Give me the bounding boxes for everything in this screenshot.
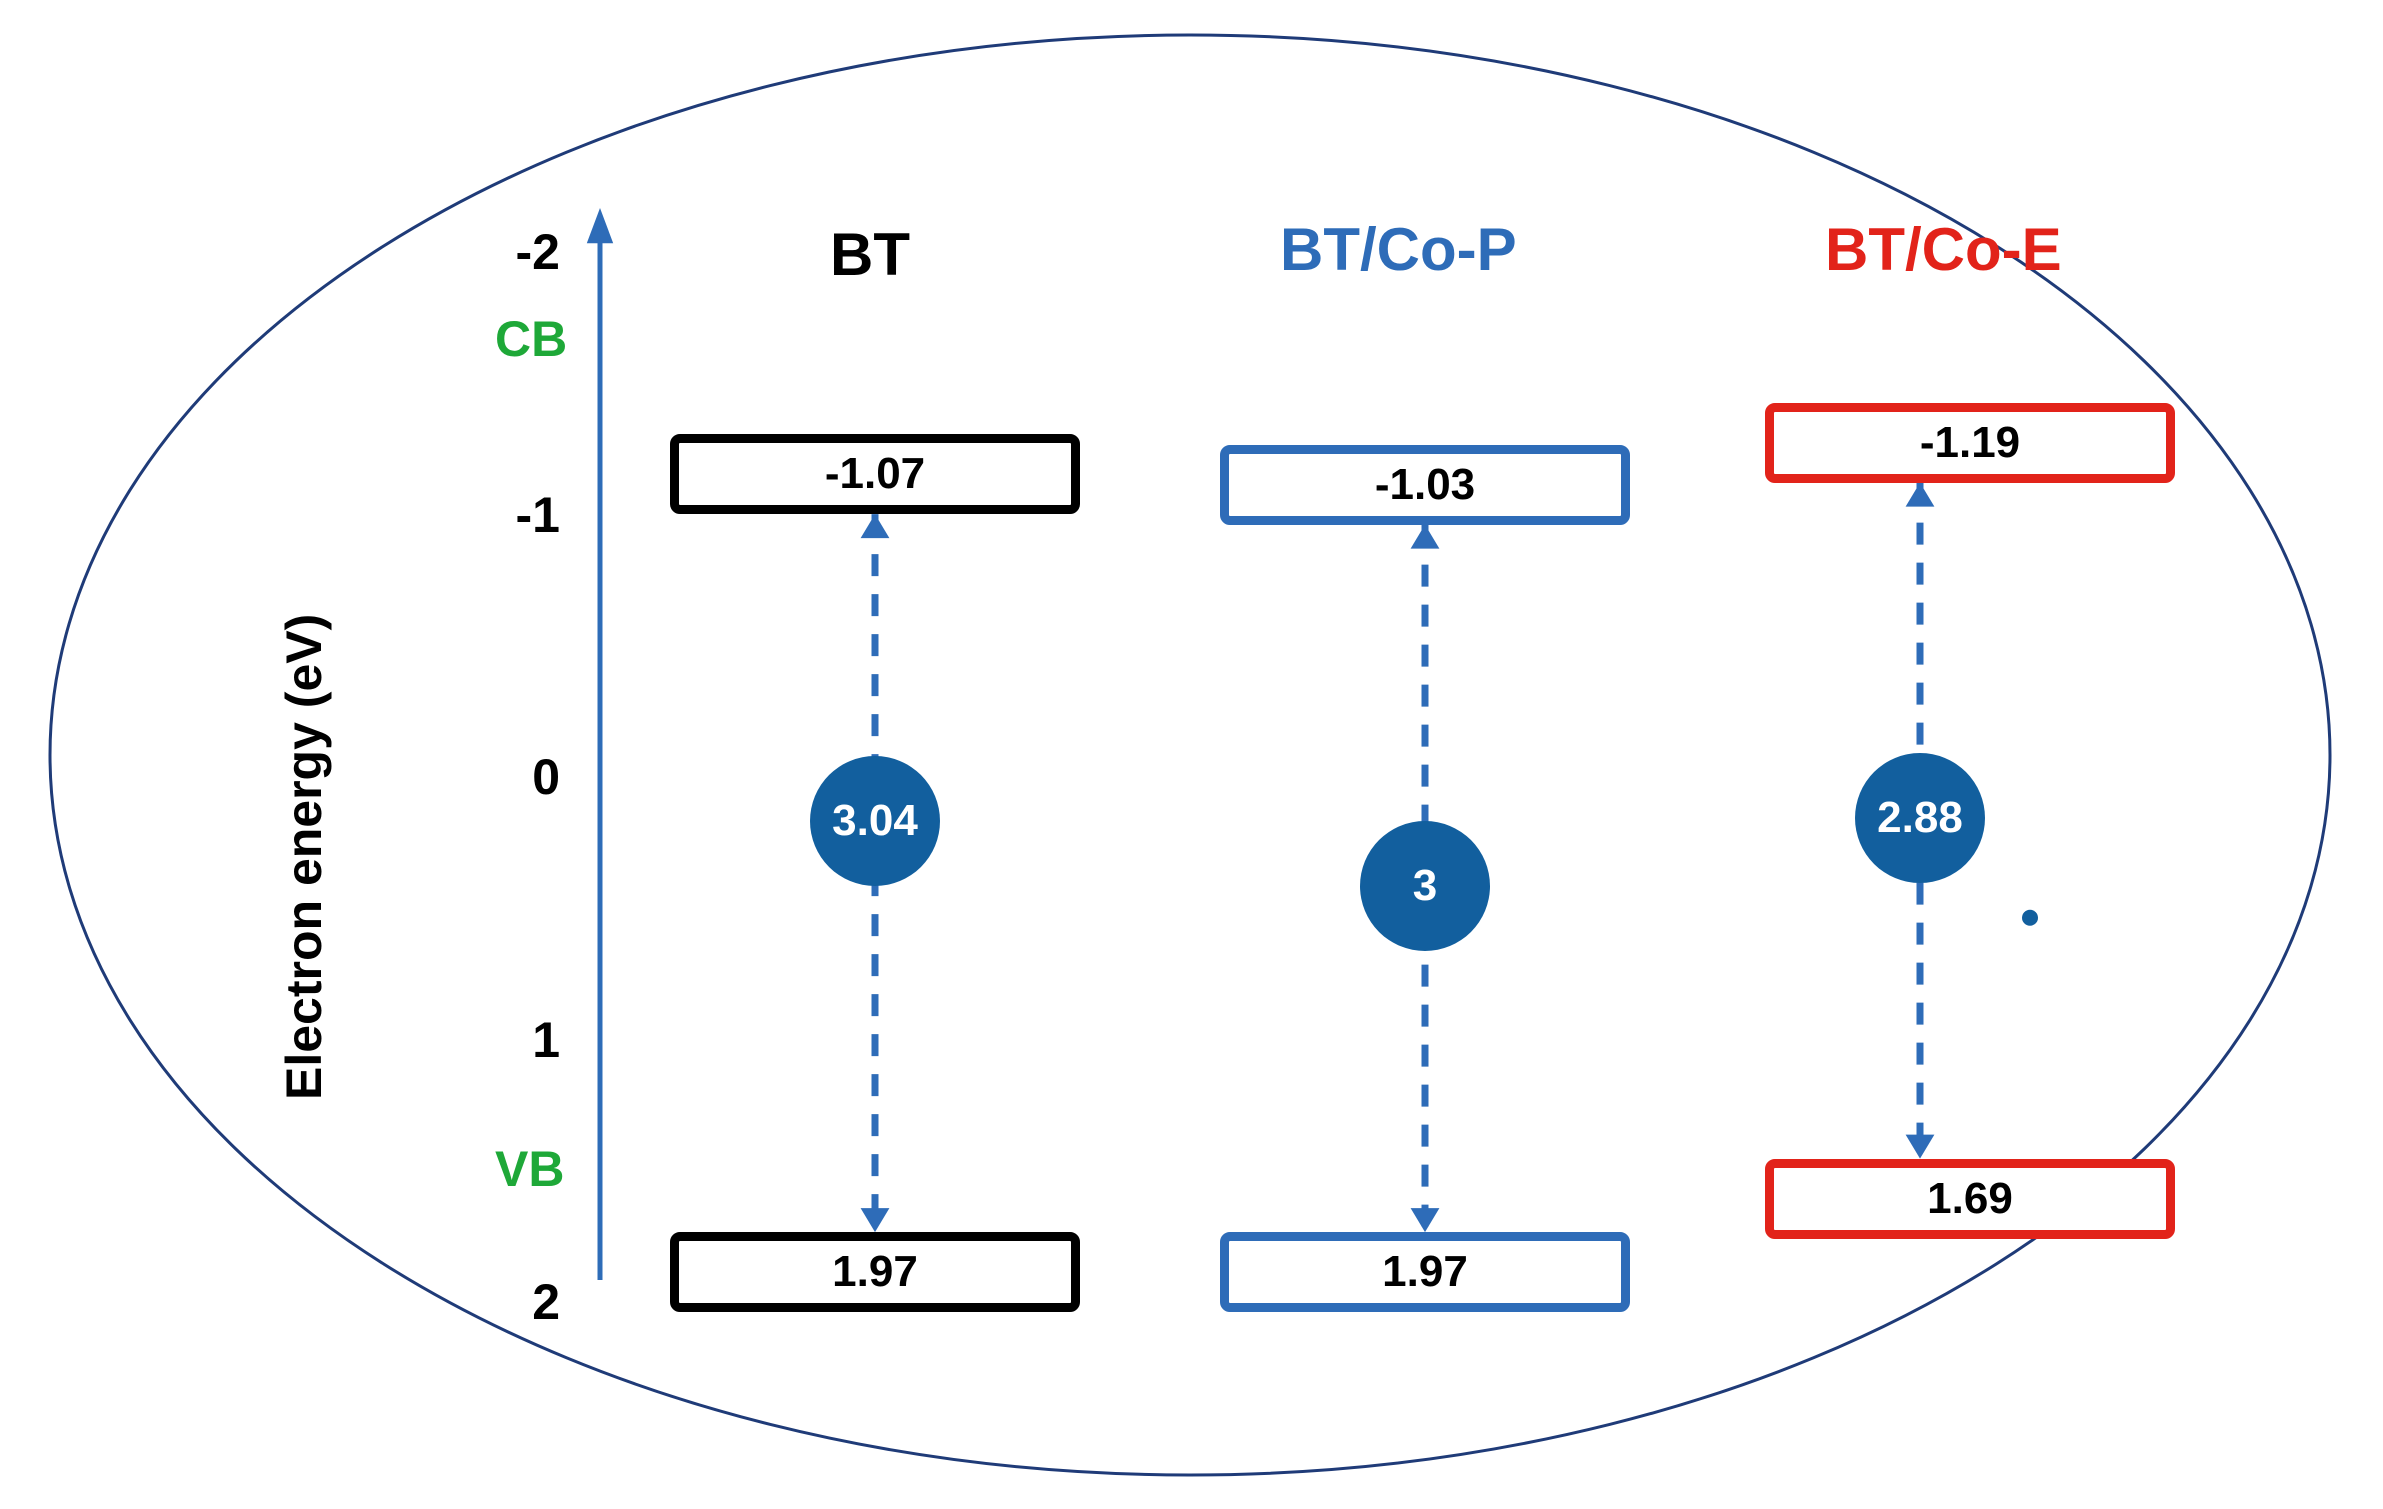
axis-tick-label: 1 — [440, 1011, 560, 1069]
vb-value-bt-co-p: 1.97 — [1382, 1247, 1468, 1297]
vb-value-bt-co-e: 1.69 — [1927, 1174, 2013, 1224]
vb-value-bt: 1.97 — [832, 1247, 918, 1297]
series-title-bt-co-e: BT/Co-E — [1825, 215, 2062, 284]
axis-tick-label: 2 — [440, 1273, 560, 1331]
gap-value-bt: 3.04 — [832, 796, 918, 846]
gap-value-bt-co-p: 3 — [1413, 861, 1437, 911]
series-title-bt-co-p: BT/Co-P — [1280, 215, 1517, 284]
cb-value-bt: -1.07 — [825, 449, 925, 499]
cb-value-bt-co-e: -1.19 — [1920, 418, 2020, 468]
cb-label: CB — [495, 310, 567, 368]
vb-box-bt: 1.97 — [670, 1232, 1080, 1312]
cb-box-bt-co-p: -1.03 — [1220, 445, 1630, 525]
axis-tick-label: -2 — [440, 223, 560, 281]
gap-badge-bt-co-p: 3 — [1360, 821, 1490, 951]
cb-box-bt-co-e: -1.19 — [1765, 403, 2175, 483]
y-axis-title: Electron energy (eV) — [275, 614, 333, 1100]
vb-label: VB — [495, 1140, 564, 1198]
axis-tick-label: -1 — [440, 486, 560, 544]
gap-badge-bt-co-e: 2.88 — [1855, 753, 1985, 883]
vb-box-bt-co-p: 1.97 — [1220, 1232, 1630, 1312]
axis-tick-label: 0 — [440, 748, 560, 806]
energy-diagram: Electron energy (eV) CB VB -2 -1 0 1 2 B… — [0, 0, 2383, 1509]
series-title-bt: BT — [830, 220, 910, 289]
gap-badge-bt: 3.04 — [810, 756, 940, 886]
gap-value-bt-co-e: 2.88 — [1877, 793, 1963, 843]
cb-box-bt: -1.07 — [670, 434, 1080, 514]
cb-value-bt-co-p: -1.03 — [1375, 460, 1475, 510]
vb-box-bt-co-e: 1.69 — [1765, 1159, 2175, 1239]
